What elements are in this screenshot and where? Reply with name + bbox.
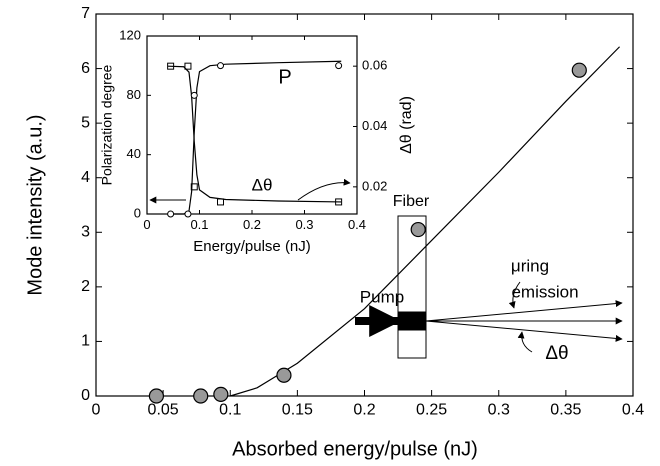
y2-tick-label: 0.04: [362, 118, 387, 133]
x-tick-label: 0.3: [295, 217, 313, 232]
data-point: [410, 221, 426, 238]
fit-line: [230, 46, 621, 397]
annotation: μring: [511, 256, 549, 275]
emission-arrow: [425, 320, 623, 342]
fiber-diagram: [355, 215, 623, 359]
y-tick-label: 0: [134, 205, 141, 220]
data-point: [148, 388, 165, 404]
y-axis-label: Polarization degree: [99, 64, 115, 185]
data-point: [217, 198, 224, 206]
fit-line: [167, 65, 342, 203]
data-point: [184, 62, 192, 70]
x-tick-label: 0.3: [488, 402, 510, 419]
y-tick-label: 1: [81, 333, 90, 350]
x-axis-label: Energy/pulse (nJ): [193, 238, 311, 255]
data-point: [335, 62, 343, 70]
data-point: [193, 388, 209, 404]
x-tick-label: 0.4: [348, 217, 366, 232]
y-axis-label: Mode intensity (a.u.): [24, 114, 46, 295]
annotation: Fiber: [393, 193, 430, 210]
y2-tick-label: 0.06: [362, 58, 387, 73]
data-point: [335, 198, 343, 206]
y2-axis-label: Δθ (rad): [398, 96, 415, 154]
y-tick-label: 3: [81, 224, 90, 241]
annotation: emission: [511, 282, 578, 301]
x-tick-label: 0.35: [550, 402, 581, 419]
data-point: [167, 210, 175, 218]
plot-frame: [146, 35, 358, 215]
data-point: [190, 183, 198, 191]
inset-axis-arrow: [297, 178, 351, 201]
x-tick-label: 0.2: [353, 402, 375, 419]
y-tick-label: 120: [119, 27, 141, 42]
data-point: [190, 91, 198, 99]
x-tick-label: 0.15: [282, 402, 313, 419]
x-tick-label: 0.1: [219, 402, 241, 419]
x-tick-label: 0.05: [148, 402, 179, 419]
data-point: [571, 62, 587, 78]
curved-arrow: [508, 281, 521, 309]
data-point: [167, 62, 175, 70]
x-tick-label: 0: [92, 402, 101, 419]
data-point: [184, 210, 192, 218]
y-tick-label: 6: [81, 60, 90, 77]
y-tick-label: 7: [81, 5, 90, 22]
x-tick-label: 0.4: [622, 402, 644, 419]
annotation: P: [278, 66, 291, 88]
y-tick-label: 40: [127, 146, 141, 161]
curved-arrow: [517, 331, 533, 353]
y-tick-label: 4: [81, 169, 90, 186]
data-point: [213, 386, 229, 402]
data-point: [217, 62, 224, 70]
x-tick-label: 0.25: [416, 402, 447, 419]
x-axis-label: Absorbed energy/pulse (nJ): [232, 438, 478, 460]
data-point: [276, 367, 292, 383]
x-tick-label: 0.1: [190, 217, 208, 232]
annotation: Δθ: [545, 343, 568, 364]
y2-tick-label: 0.02: [362, 178, 387, 193]
y-tick-label: 80: [127, 87, 141, 102]
fiber: [397, 215, 427, 359]
y-tick-label: 2: [81, 278, 90, 295]
ring: [397, 311, 427, 331]
x-tick-label: 0.2: [243, 217, 261, 232]
annotation: Δθ: [252, 175, 273, 194]
emission-arrow: [425, 300, 623, 322]
y-tick-label: 5: [81, 114, 90, 131]
x-tick-label: 0: [143, 217, 150, 232]
y-tick-label: 0: [81, 387, 90, 404]
